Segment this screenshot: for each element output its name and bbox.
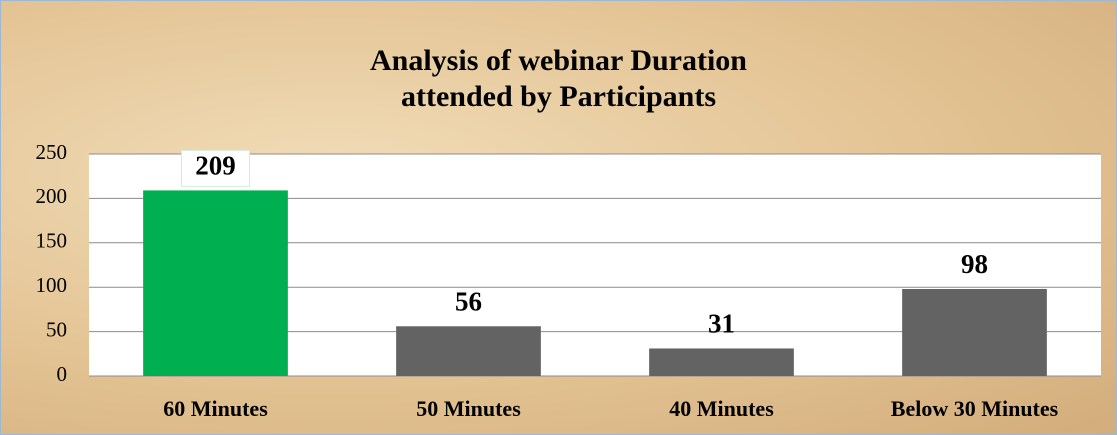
x-tick-label: 50 Minutes: [416, 396, 521, 421]
value-label: 209: [195, 151, 236, 181]
value-label: 98: [961, 249, 988, 279]
bar: [902, 289, 1047, 376]
y-tick-label: 250: [36, 140, 68, 164]
x-tick-label: 60 Minutes: [163, 396, 268, 421]
x-tick-label: 40 Minutes: [669, 396, 774, 421]
chart: 0 50 100 150 200 250 60 Minutes 209 50 Minutes 56…: [0, 0, 1117, 435]
y-tick-label: 100: [36, 273, 68, 297]
y-tick-label: 150: [36, 229, 68, 253]
bar: [396, 326, 541, 376]
y-tick-label: 0: [57, 362, 68, 386]
bar: [649, 348, 794, 376]
x-tick-label: Below 30 Minutes: [891, 396, 1059, 421]
y-tick-label: 200: [36, 184, 68, 208]
value-label: 31: [708, 309, 735, 339]
chart-title: Analysis of webinar Duration attended by…: [324, 43, 794, 115]
value-label: 56: [455, 286, 482, 316]
bar: [143, 190, 288, 376]
y-tick-label: 50: [46, 317, 67, 341]
